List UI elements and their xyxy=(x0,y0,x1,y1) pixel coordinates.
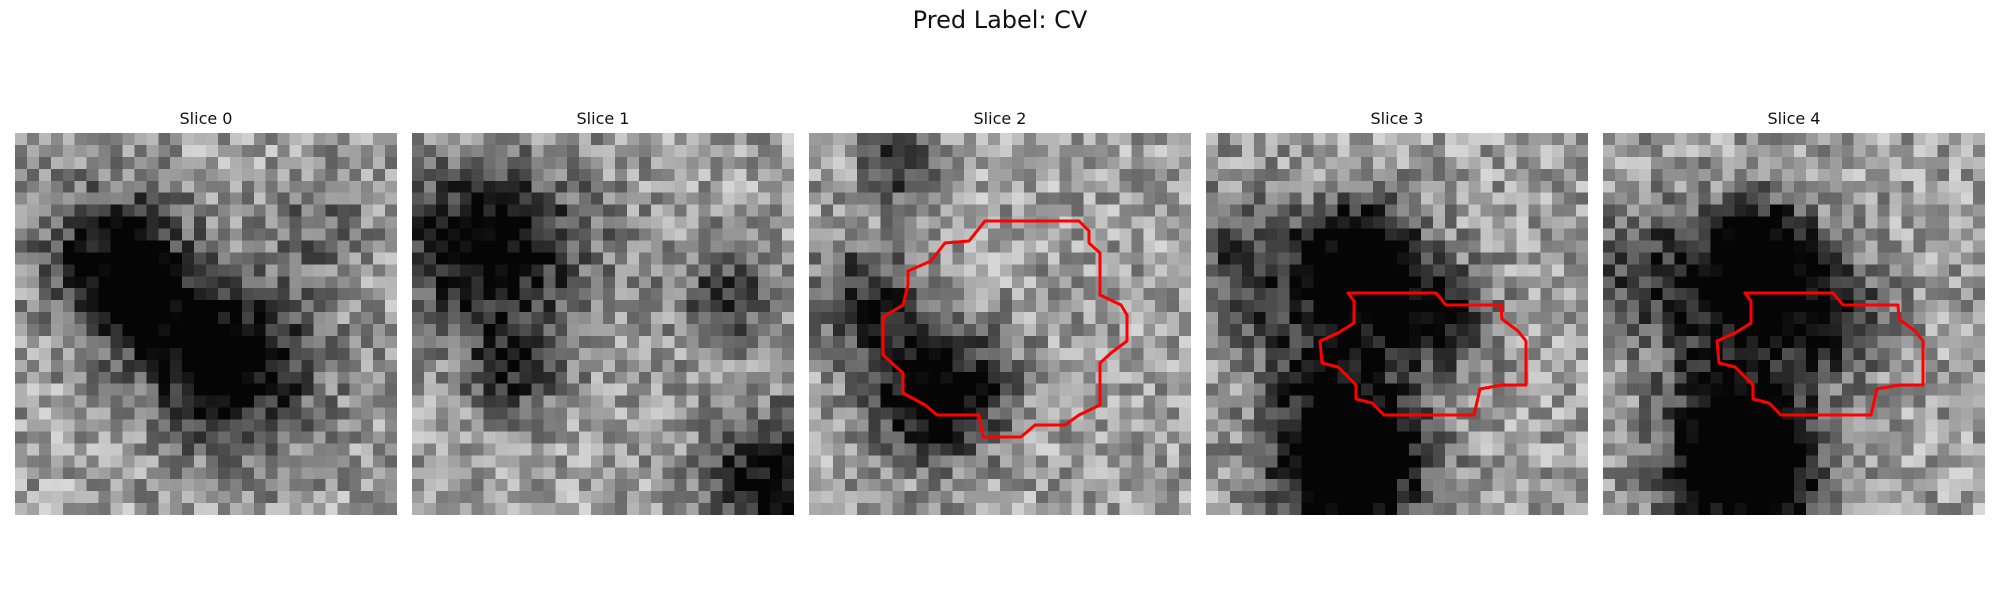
slice-image-0 xyxy=(15,133,397,515)
slice-title-3: Slice 3 xyxy=(1370,109,1424,128)
slice-panel-3: Slice 3 xyxy=(1206,108,1588,515)
slice-panel-1: Slice 1 xyxy=(412,108,794,515)
slice-image-4 xyxy=(1603,133,1985,515)
figure-title: Pred Label: CV xyxy=(912,6,1088,34)
slice-panel-4: Slice 4 xyxy=(1603,108,1985,515)
slice-image-3 xyxy=(1206,133,1588,515)
slice-title-4: Slice 4 xyxy=(1767,109,1821,128)
slice-panel-2: Slice 2 xyxy=(809,108,1191,515)
slice-title-1: Slice 1 xyxy=(576,109,630,128)
slice-panel-0: Slice 0 xyxy=(15,108,397,515)
slice-title-0: Slice 0 xyxy=(179,109,233,128)
slice-title-2: Slice 2 xyxy=(973,109,1027,128)
slice-image-2 xyxy=(809,133,1191,515)
slice-image-1 xyxy=(412,133,794,515)
